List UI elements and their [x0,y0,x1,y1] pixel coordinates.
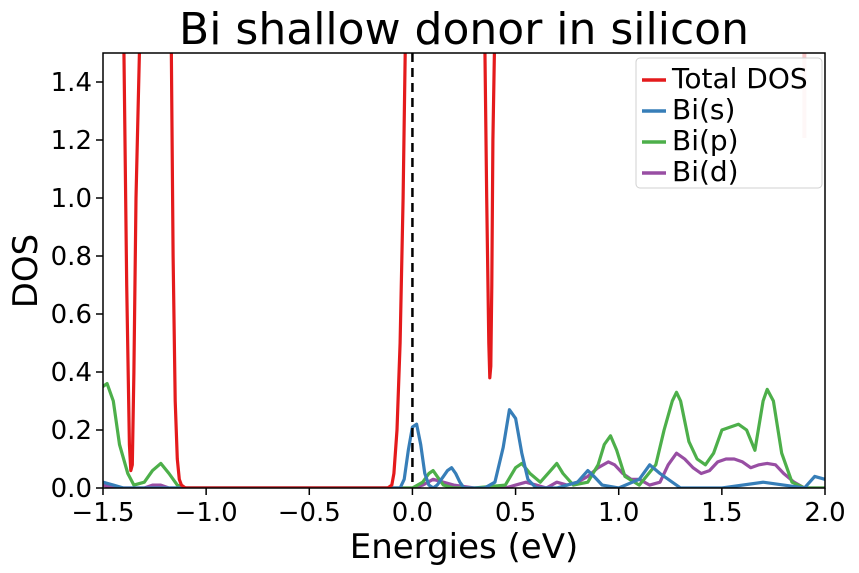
x-tick-label: 1.0 [598,498,639,528]
x-tick-label: −1.5 [71,498,134,528]
x-tick-label: 2.0 [804,498,845,528]
y-tick-label: 0.4 [51,358,92,388]
y-tick-label: 0.2 [51,416,92,446]
series-line-bi-s [103,408,825,488]
series-layer [103,53,825,488]
x-tick-label: 0.0 [392,498,433,528]
legend-label-total-dos: Total DOS [671,62,808,95]
x-axis-ticks: −1.5 −1.0 −0.5 0.0 0.5 1.0 1.5 2.0 [71,488,846,528]
x-tick-label: 1.5 [701,498,742,528]
legend-label-bi-p: Bi(p) [672,124,739,157]
plot-frame [102,52,826,489]
x-axis-label: Energies (eV) [350,527,579,567]
y-tick-label: 0.0 [51,474,92,504]
series-line-bi-d [103,451,825,488]
x-tick-label: −0.5 [278,498,341,528]
y-tick-label: 1.2 [51,126,92,156]
y-tick-label: 1.4 [51,68,92,98]
y-axis-ticks: 0.0 0.2 0.4 0.6 0.8 1.0 1.2 1.4 [51,68,103,504]
y-tick-label: 0.8 [51,242,92,272]
y-tick-label: 0.6 [51,300,92,330]
legend-label-bi-d: Bi(d) [672,155,739,188]
y-tick-label: 1.0 [51,184,92,214]
legend-box [635,57,823,189]
chart-title: Bi shallow donor in silicon [179,4,749,55]
series-line-bi-p [103,382,825,488]
x-tick-label: −1.0 [175,498,238,528]
x-tick-label: 0.5 [495,498,536,528]
series-line-total-dos [122,53,497,488]
y-axis-label: DOS [6,234,46,309]
legend-label-bi-s: Bi(s) [672,93,735,126]
